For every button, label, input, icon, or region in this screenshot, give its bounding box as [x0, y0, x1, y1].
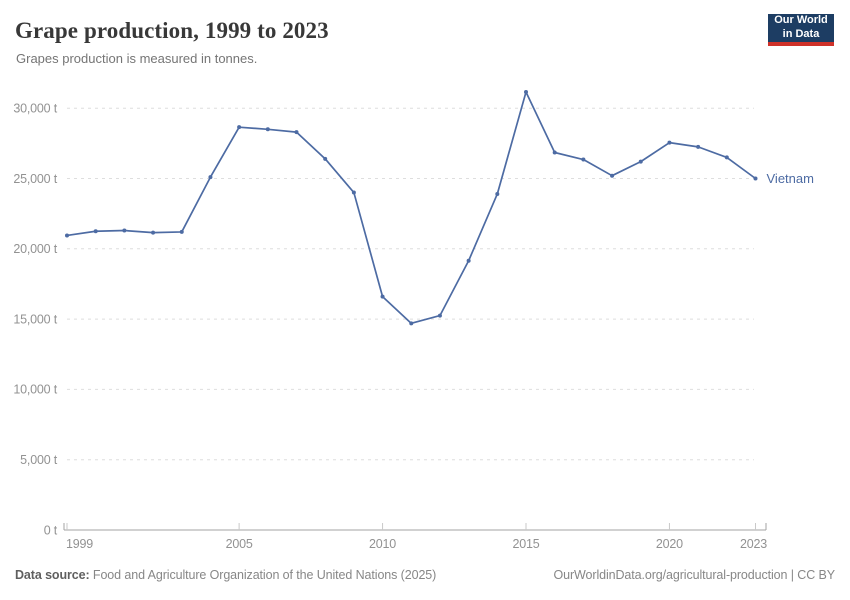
- x-tick-label-2020: 2020: [656, 537, 683, 551]
- y-tick-label-10000: 10,000 t: [13, 383, 57, 397]
- chart-header: Grape production, 1999 to 2023 Grapes pr…: [15, 17, 750, 66]
- data-point-1999: [65, 233, 69, 238]
- data-point-2001: [122, 228, 127, 233]
- series-line-vietnam: [66, 91, 757, 325]
- y-tick-label-15000: 15,000 t: [13, 312, 57, 326]
- data-source-label: Data source:: [15, 568, 90, 582]
- data-point-2016: [552, 150, 557, 155]
- data-point-2012: [437, 313, 442, 318]
- data-point-2020: [667, 140, 672, 145]
- x-tick-label-2005: 2005: [226, 537, 253, 551]
- data-source: Data source: Food and Agriculture Organi…: [15, 568, 436, 582]
- x-tick-label-1999: 1999: [66, 537, 93, 551]
- data-point-2023: [753, 176, 758, 181]
- data-point-2005: [237, 125, 242, 130]
- owid-logo-line1: Our World: [774, 14, 828, 27]
- y-tick-label-30000: 30,000 t: [13, 102, 57, 116]
- y-tick-label-25000: 25,000 t: [13, 172, 57, 186]
- data-point-2015: [524, 90, 528, 95]
- entity-label-vietnam: Vietnam: [767, 171, 814, 186]
- data-point-2021: [696, 144, 701, 149]
- x-tick-label-2015: 2015: [512, 537, 539, 551]
- data-point-2008: [323, 156, 328, 161]
- page-subtitle: Grapes production is measured in tonnes.: [16, 50, 258, 66]
- chart-footer: Data source: Food and Agriculture Organi…: [15, 568, 835, 582]
- y-tick-label-0: 0 t: [44, 523, 58, 537]
- data-point-2006: [265, 127, 270, 132]
- page-title: Grape production, 1999 to 2023: [15, 18, 329, 43]
- data-point-2014: [495, 191, 500, 196]
- y-tick-label-5000: 5,000 t: [20, 453, 58, 467]
- data-point-2011: [409, 321, 414, 326]
- data-point-2002: [151, 230, 156, 235]
- data-point-2019: [638, 159, 643, 164]
- data-point-2013: [466, 258, 471, 263]
- data-point-2022: [724, 155, 729, 160]
- data-point-2009: [351, 190, 356, 195]
- data-point-2000: [93, 229, 98, 234]
- y-tick-label-20000: 20,000 t: [13, 242, 57, 256]
- owid-logo: Our World in Data: [768, 14, 834, 46]
- data-point-2004: [208, 175, 213, 180]
- data-point-2003: [179, 229, 184, 234]
- footer-credit: OurWorldinData.org/agricultural-producti…: [553, 568, 836, 582]
- data-point-2010: [380, 294, 385, 299]
- data-point-2017: [581, 157, 586, 162]
- data-source-text: Food and Agriculture Organization of the…: [92, 568, 437, 582]
- x-tick-label-2010: 2010: [369, 537, 396, 551]
- data-point-2018: [610, 173, 615, 178]
- x-tick-label-2023: 2023: [740, 537, 767, 551]
- owid-logo-line2: in Data: [782, 28, 820, 40]
- data-point-2007: [294, 130, 299, 135]
